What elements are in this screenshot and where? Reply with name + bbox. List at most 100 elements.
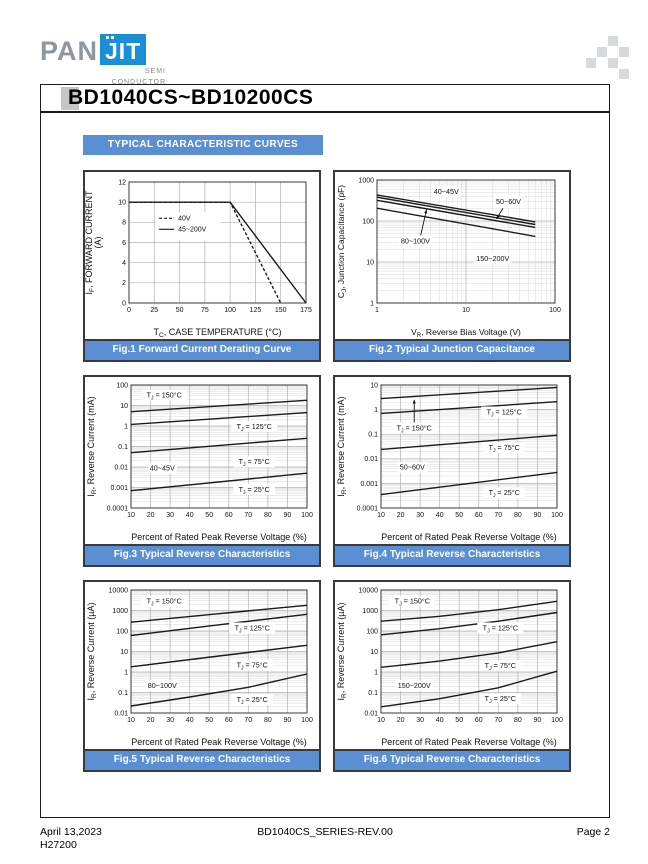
svg-text:50~60V: 50~60V	[496, 197, 521, 206]
svg-text:Percent of Rated Peak Reverse: Percent of Rated Peak Reverse Voltage (%…	[131, 737, 307, 747]
svg-text:TJ = 125°C: TJ = 125°C	[483, 623, 518, 634]
figure-caption: Fig.5 Typical Reverse Characteristics	[85, 749, 319, 770]
figure-caption: Fig.3 Typical Reverse Characteristics	[85, 544, 319, 565]
svg-text:70: 70	[244, 512, 252, 519]
svg-text:40V: 40V	[178, 216, 191, 223]
svg-text:1: 1	[374, 407, 378, 414]
chart-fig5: 10 20 30 40 50 60 70 80 90 100 0.01 0.1 1 10 100 1000 10…	[86, 587, 313, 747]
svg-text:1: 1	[374, 669, 378, 676]
svg-text:70: 70	[494, 717, 502, 724]
svg-text:10: 10	[377, 717, 385, 724]
svg-text:TJ = 150°C: TJ = 150°C	[395, 597, 430, 608]
chart-fig6: 10 20 30 40 50 60 70 80 90 100 0.01 0.1 1 10 100 1000 10…	[336, 587, 563, 747]
svg-text:10000: 10000	[359, 587, 379, 594]
svg-text:90: 90	[534, 512, 542, 519]
svg-text:Percent of Rated Peak Reverse: Percent of Rated Peak Reverse Voltage (%…	[131, 532, 307, 542]
svg-text:1: 1	[124, 423, 128, 430]
svg-text:IR, Reverse Current (µA): IR, Reverse Current (µA)	[86, 603, 98, 701]
figure-fig1: 0 25 50 75 100 125 150 175 0 2 4 6 8 10 12 TC, CASE TEM…	[83, 170, 321, 362]
svg-text:100: 100	[366, 628, 378, 635]
svg-text:10: 10	[370, 382, 378, 389]
svg-text:0.0001: 0.0001	[357, 505, 379, 512]
svg-text:50: 50	[205, 717, 213, 724]
svg-text:20: 20	[397, 512, 405, 519]
logo-umlaut-dot-icon	[106, 36, 110, 39]
svg-text:0.1: 0.1	[368, 432, 378, 439]
chart-fig3: 10 20 30 40 50 60 70 80 90 100 0.0001 0.001 0.01 0.1 1…	[86, 382, 313, 542]
svg-text:40: 40	[186, 512, 194, 519]
pixel-square	[608, 58, 618, 68]
svg-text:100: 100	[301, 717, 313, 724]
figure-caption: Fig.6 Typical Reverse Characteristics	[335, 749, 569, 770]
svg-text:0: 0	[122, 300, 126, 307]
pixel-square	[608, 36, 618, 46]
svg-text:45~200V: 45~200V	[178, 227, 207, 234]
svg-text:TJ = 25°C: TJ = 25°C	[485, 694, 516, 705]
svg-text:25: 25	[150, 307, 158, 314]
pixel-square	[586, 58, 596, 68]
svg-text:60: 60	[225, 717, 233, 724]
svg-text:10: 10	[120, 403, 128, 410]
pixel-square	[619, 69, 629, 79]
svg-text:TJ = 150°C: TJ = 150°C	[147, 597, 182, 608]
svg-text:TJ = 125°C: TJ = 125°C	[487, 407, 522, 418]
svg-text:TJ = 150°C: TJ = 150°C	[147, 391, 182, 402]
content-frame: BD1040CS~BD10200CS TYPICAL CHARACTERISTI…	[40, 84, 610, 818]
svg-text:100: 100	[551, 717, 563, 724]
footer-doc-id: BD1040CS_SERIES-REV.00	[257, 826, 393, 838]
svg-text:12: 12	[118, 179, 126, 186]
svg-text:40~45V: 40~45V	[434, 187, 459, 196]
svg-text:175: 175	[300, 307, 312, 314]
svg-text:80: 80	[514, 512, 522, 519]
logo-row: PAN JIT	[40, 34, 166, 65]
figure-fig4: 10 20 30 40 50 60 70 80 90 100 0.0001 0.001 0.01 0.1 1…	[333, 375, 571, 567]
svg-text:IR, Reverse Current (mA): IR, Reverse Current (mA)	[336, 396, 348, 496]
svg-text:0.01: 0.01	[114, 464, 128, 471]
svg-text:80~100V: 80~100V	[148, 681, 177, 690]
svg-text:10: 10	[370, 649, 378, 656]
svg-text:CJ, Junction Capacitance (pF): CJ, Junction Capacitance (pF)	[336, 185, 348, 298]
svg-text:80: 80	[264, 512, 272, 519]
svg-text:50~60V: 50~60V	[400, 463, 425, 472]
svg-text:10: 10	[462, 307, 470, 314]
svg-text:75: 75	[201, 307, 209, 314]
figure-fig6: 10 20 30 40 50 60 70 80 90 100 0.01 0.1 1 10 100 1000 10…	[333, 580, 571, 772]
svg-text:90: 90	[284, 717, 292, 724]
svg-text:30: 30	[416, 512, 424, 519]
svg-text:2: 2	[122, 280, 126, 287]
svg-text:100: 100	[301, 512, 313, 519]
svg-text:TJ = 125°C: TJ = 125°C	[237, 422, 272, 433]
section-banner: TYPICAL CHARACTERISTIC CURVES	[83, 135, 323, 155]
svg-text:6: 6	[122, 240, 126, 247]
svg-text:80: 80	[264, 717, 272, 724]
svg-text:100: 100	[116, 382, 128, 389]
svg-text:0.0001: 0.0001	[107, 505, 129, 512]
svg-text:60: 60	[475, 717, 483, 724]
svg-text:VR, Reverse Bias Voltage (V): VR, Reverse Bias Voltage (V)	[411, 327, 521, 339]
svg-text:100: 100	[116, 628, 128, 635]
svg-text:10: 10	[366, 259, 374, 266]
figure-fig2: 1 10 100 1 10 100 1000 VR, Reverse Bias Voltage…	[333, 170, 571, 362]
svg-text:10: 10	[377, 512, 385, 519]
svg-text:0.01: 0.01	[114, 710, 128, 717]
svg-text:40: 40	[436, 512, 444, 519]
svg-text:IF, FORWARD CURRENT: IF, FORWARD CURRENT	[85, 190, 96, 294]
figure-caption: Fig.4 Typical Reverse Characteristics	[335, 544, 569, 565]
svg-text:TJ = 75°C: TJ = 75°C	[239, 457, 270, 468]
svg-text:0: 0	[127, 307, 131, 314]
logo-jit-letters: JIT	[105, 38, 142, 64]
svg-text:1: 1	[370, 300, 374, 307]
svg-text:100: 100	[551, 512, 563, 519]
svg-text:50: 50	[176, 307, 184, 314]
svg-text:10: 10	[127, 717, 135, 724]
svg-text:0.01: 0.01	[364, 710, 378, 717]
svg-text:0.1: 0.1	[118, 444, 128, 451]
svg-text:TJ = 25°C: TJ = 25°C	[237, 695, 268, 706]
svg-text:50: 50	[205, 512, 213, 519]
svg-text:70: 70	[244, 717, 252, 724]
svg-text:60: 60	[225, 512, 233, 519]
chart-fig1: 0 25 50 75 100 125 150 175 0 2 4 6 8 10 12 TC, CASE TEM…	[85, 179, 312, 339]
svg-text:80~100V: 80~100V	[401, 237, 430, 246]
svg-text:1000: 1000	[112, 608, 128, 615]
logo-text-pan: PAN	[40, 36, 99, 66]
